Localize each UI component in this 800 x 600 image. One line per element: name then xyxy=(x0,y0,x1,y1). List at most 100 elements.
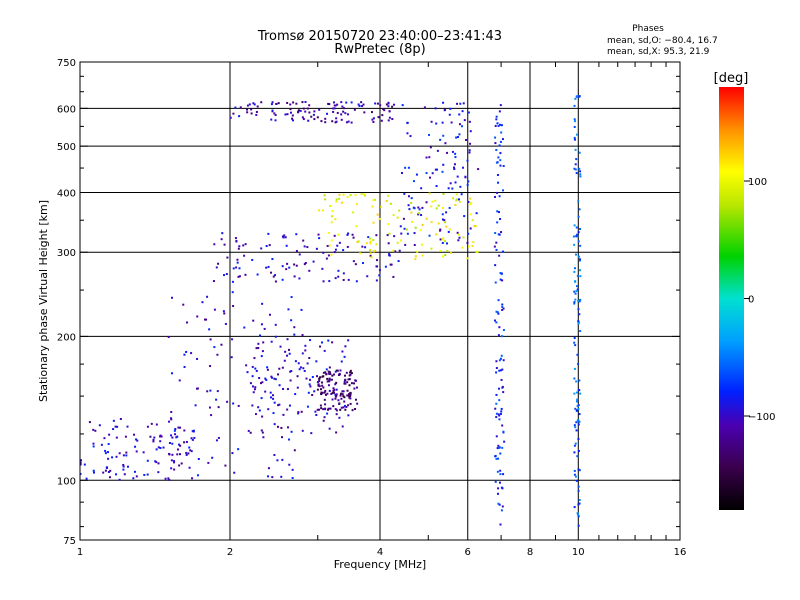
data-point xyxy=(271,376,274,379)
data-point xyxy=(339,369,342,372)
data-point xyxy=(170,296,173,299)
data-point xyxy=(496,122,499,125)
data-point xyxy=(244,273,247,276)
data-point xyxy=(251,365,254,368)
data-point xyxy=(298,277,301,280)
data-point xyxy=(302,107,305,110)
data-point xyxy=(286,388,289,391)
data-point xyxy=(286,354,289,357)
data-point xyxy=(575,391,578,394)
data-point xyxy=(398,209,401,212)
data-point xyxy=(349,393,352,396)
data-point xyxy=(328,366,331,369)
data-point xyxy=(337,275,340,278)
data-point xyxy=(266,366,269,369)
data-point xyxy=(288,352,291,355)
data-point xyxy=(276,459,279,462)
data-point xyxy=(577,437,580,440)
data-point xyxy=(355,398,358,401)
data-point xyxy=(261,302,264,305)
data-point xyxy=(189,449,192,452)
data-point xyxy=(324,389,327,392)
data-point xyxy=(108,433,111,436)
data-point xyxy=(467,180,470,183)
data-point xyxy=(155,461,158,464)
data-point xyxy=(126,465,129,468)
data-point xyxy=(286,101,289,104)
data-point xyxy=(356,241,359,244)
data-point xyxy=(388,110,391,113)
data-point xyxy=(576,235,579,238)
data-point xyxy=(341,425,344,428)
data-point xyxy=(331,398,334,401)
data-point xyxy=(425,217,428,220)
data-point xyxy=(332,107,335,110)
data-point xyxy=(468,151,471,154)
data-point xyxy=(304,110,307,113)
data-point xyxy=(258,377,261,380)
data-point xyxy=(329,204,332,207)
data-point xyxy=(577,503,580,506)
data-point xyxy=(342,107,345,110)
data-point xyxy=(274,274,277,277)
data-point xyxy=(577,200,580,203)
data-point xyxy=(286,338,289,341)
data-point xyxy=(256,273,259,276)
data-point xyxy=(159,447,162,450)
data-point xyxy=(343,400,346,403)
data-point xyxy=(185,451,188,454)
data-point xyxy=(355,225,358,228)
data-point xyxy=(364,194,367,197)
data-point xyxy=(442,163,445,166)
data-point xyxy=(186,321,189,324)
data-point xyxy=(315,414,318,417)
data-point xyxy=(149,435,152,438)
data-point xyxy=(499,523,502,526)
data-point xyxy=(342,395,345,398)
data-point xyxy=(344,378,347,381)
data-point xyxy=(361,245,364,248)
data-point xyxy=(575,285,578,288)
data-point xyxy=(403,192,406,195)
data-point xyxy=(407,195,410,198)
data-point xyxy=(168,441,171,444)
data-point xyxy=(239,106,242,109)
data-point xyxy=(500,354,503,357)
data-point xyxy=(573,301,576,304)
data-point xyxy=(253,357,256,360)
data-point xyxy=(396,241,399,244)
data-point xyxy=(444,254,447,257)
data-point xyxy=(309,385,312,388)
data-point xyxy=(350,121,353,124)
data-point xyxy=(414,255,417,258)
data-point xyxy=(274,335,277,338)
data-point xyxy=(340,397,343,400)
data-point xyxy=(340,201,343,204)
data-point xyxy=(273,377,276,380)
data-point xyxy=(250,108,253,111)
data-point xyxy=(349,373,352,376)
scatter-points xyxy=(79,95,582,527)
data-point xyxy=(216,353,219,356)
data-point xyxy=(496,311,499,314)
data-point xyxy=(573,506,576,509)
data-point xyxy=(303,369,306,372)
data-point xyxy=(292,119,295,122)
data-point xyxy=(410,211,413,214)
data-point xyxy=(270,271,273,274)
data-point xyxy=(501,138,504,141)
data-point xyxy=(575,158,578,161)
data-point xyxy=(441,213,444,216)
data-point xyxy=(323,391,326,394)
data-point xyxy=(392,275,395,278)
data-point xyxy=(420,214,423,217)
data-point xyxy=(502,250,505,253)
data-point xyxy=(282,387,285,390)
data-point xyxy=(497,124,500,127)
data-point xyxy=(435,233,438,236)
data-point xyxy=(455,199,458,202)
data-point xyxy=(469,203,472,206)
data-point xyxy=(324,403,327,406)
data-point xyxy=(459,185,462,188)
data-point xyxy=(318,237,321,240)
